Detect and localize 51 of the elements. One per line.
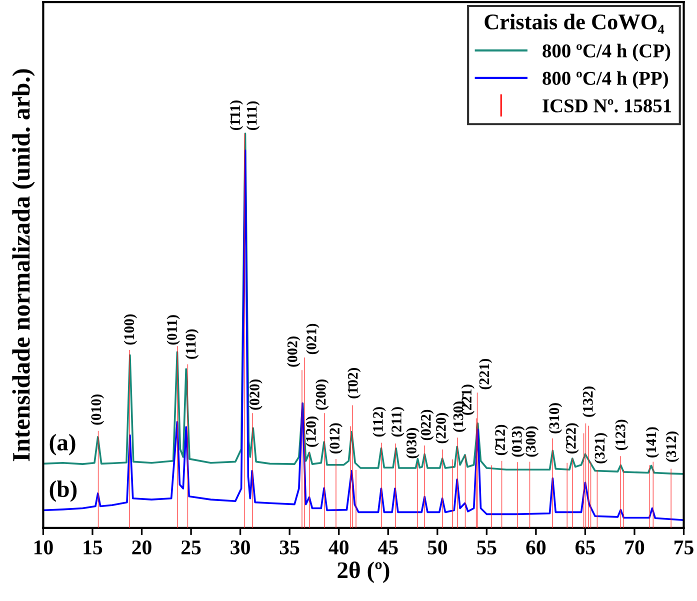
annotation: (012) bbox=[329, 423, 343, 454]
x-tick-label: 70 bbox=[625, 540, 644, 554]
annotation: (b) bbox=[50, 480, 77, 502]
annotation: (110) bbox=[185, 329, 199, 359]
x-tick-label: 45 bbox=[378, 540, 398, 554]
legend-label: 800 ºC/4 h (PP) bbox=[542, 71, 668, 89]
annotation: (321) bbox=[594, 433, 608, 464]
annotation: (211) bbox=[391, 407, 404, 437]
annotation: (011) bbox=[166, 315, 180, 345]
x-tick-label: 25 bbox=[181, 540, 201, 554]
annotation: (100) bbox=[124, 314, 138, 345]
annotation: (1̄02) bbox=[348, 368, 361, 398]
annotation: (021) bbox=[306, 324, 320, 354]
x-axis-title: 2θ (º) bbox=[338, 561, 390, 583]
x-tick-label: 40 bbox=[328, 540, 348, 554]
annotation: (2̄12) bbox=[494, 424, 508, 456]
annotation: (200) bbox=[315, 379, 329, 410]
annotation: (a) bbox=[50, 434, 76, 456]
x-tick-label: 55 bbox=[477, 540, 496, 554]
legend-label: ICSD Nº. 15851 bbox=[542, 99, 672, 112]
x-tick-label: 10 bbox=[34, 540, 53, 554]
annotation: (310) bbox=[548, 403, 562, 434]
annotation: (1̄11) bbox=[230, 100, 244, 130]
annotation: (132) bbox=[582, 386, 596, 417]
x-tick-label: 35 bbox=[280, 540, 300, 554]
annotation: (220) bbox=[436, 412, 449, 444]
x-tick-label: 50 bbox=[428, 540, 448, 554]
annotation: (300) bbox=[525, 426, 539, 457]
legend-title: Cristais de CoWO₄ bbox=[484, 14, 664, 34]
annotation: (141) bbox=[646, 427, 660, 458]
y-axis-title: Intensidade normalizada (unid. arb.) bbox=[12, 69, 35, 462]
annotation: (2̄22) bbox=[566, 423, 579, 454]
annotation: (002) bbox=[287, 336, 300, 367]
x-tick-label: 65 bbox=[576, 540, 595, 554]
annotation: (013) bbox=[511, 426, 525, 457]
x-tick-label: 60 bbox=[526, 540, 546, 554]
annotation: (020) bbox=[249, 379, 262, 410]
x-tick-label: 75 bbox=[674, 540, 694, 554]
annotation: (221) bbox=[478, 358, 492, 390]
annotation: (123) bbox=[615, 420, 628, 450]
annotation: (022) bbox=[420, 410, 434, 440]
annotation: (312) bbox=[666, 432, 680, 462]
x-tick-label: 15 bbox=[84, 540, 102, 554]
x-tick-label: 20 bbox=[132, 540, 152, 554]
annotation: (112) bbox=[372, 407, 386, 437]
annotation: (030) bbox=[406, 428, 420, 458]
annotation: (111) bbox=[246, 101, 260, 130]
legend-label: 800 ºC/4 h (CP) bbox=[542, 44, 670, 62]
annotation: (010) bbox=[90, 394, 104, 425]
x-tick-label: 30 bbox=[230, 540, 250, 554]
annotation: (120) bbox=[306, 416, 319, 447]
